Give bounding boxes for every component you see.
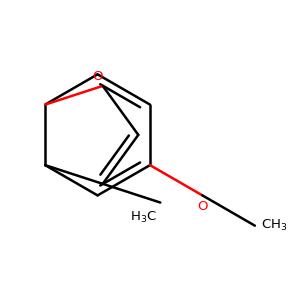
Text: O: O xyxy=(93,70,103,83)
Text: H$_3$C: H$_3$C xyxy=(130,210,157,225)
Text: CH$_3$: CH$_3$ xyxy=(261,218,287,233)
Text: O: O xyxy=(197,200,208,213)
